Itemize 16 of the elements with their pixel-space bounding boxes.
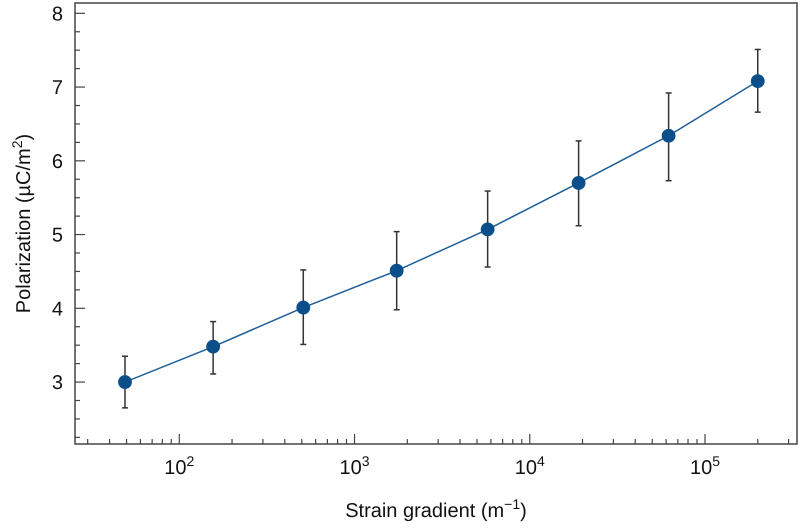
- y-tick-label: 3: [52, 372, 63, 394]
- y-tick-label: 7: [52, 77, 63, 100]
- y-tick-label: 6: [52, 150, 63, 173]
- y-tick-label: 4: [52, 298, 63, 320]
- x-tick-label: 10$^{4}$: [514, 453, 545, 479]
- point: [118, 375, 132, 389]
- x-tick-label: 10$^{5}$: [690, 453, 720, 479]
- y-tick-label: 8: [52, 3, 63, 26]
- x-axis-title: Strain gradient (m$^{−1}$): [345, 496, 527, 522]
- point: [480, 222, 495, 236]
- x-tick-label: 10$^{2}$: [164, 453, 195, 479]
- y-tick-label: 5: [52, 224, 63, 247]
- point: [572, 176, 586, 190]
- x-tick-label: 10$^{3}$: [340, 453, 370, 479]
- point: [662, 128, 676, 143]
- point: [390, 264, 404, 278]
